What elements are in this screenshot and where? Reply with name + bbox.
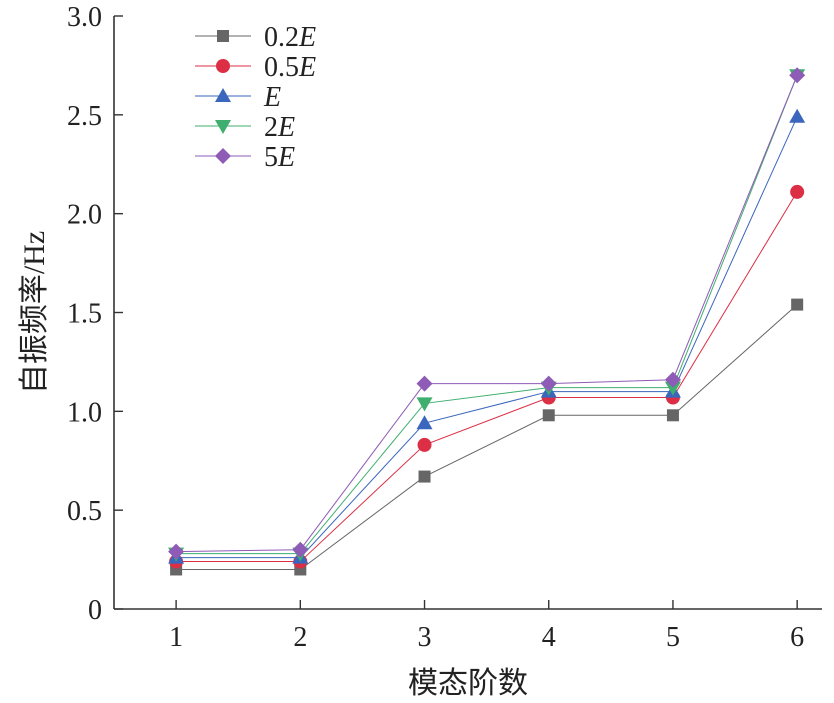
- series-layer: [168, 67, 806, 576]
- legend-entry: 0.2E: [195, 22, 316, 53]
- y-tick-label: 0: [88, 595, 102, 626]
- series-line: [176, 75, 798, 555]
- legend-label-number: 0.2: [264, 22, 299, 53]
- data-point: [664, 381, 681, 396]
- legend-label-symbol: E: [263, 82, 281, 113]
- legend-entry: 2E: [195, 112, 295, 143]
- data-point: [542, 409, 555, 422]
- legend-label-symbol: E: [277, 142, 295, 173]
- y-tick-label: 1.0: [67, 397, 102, 428]
- legend-label-symbol: E: [298, 52, 316, 83]
- legend-label: 0.2E: [264, 22, 316, 53]
- legend-marker: [215, 148, 231, 164]
- y-tick-label: 1.5: [67, 299, 102, 330]
- x-tick-label: 5: [666, 622, 680, 653]
- legend-label-number: 0.5: [264, 52, 299, 83]
- y-tick-label: 2.5: [67, 101, 102, 132]
- series-0: [170, 298, 804, 576]
- series-line: [176, 116, 798, 559]
- data-point: [292, 541, 309, 558]
- legend-marker: [217, 30, 229, 42]
- y-tick-label: 2.0: [67, 200, 102, 231]
- legend-label: E: [263, 82, 281, 113]
- legend-entry: 0.5E: [195, 52, 316, 83]
- x-tick-label: 2: [293, 622, 307, 653]
- x-tick-label: 3: [418, 622, 432, 653]
- series-1: [169, 184, 805, 569]
- data-point: [168, 543, 185, 560]
- y-axis-label: 自振频率/Hz: [18, 231, 51, 394]
- legend-label-number: 5: [264, 142, 278, 173]
- data-point: [417, 437, 432, 452]
- legend-label: 2E: [264, 112, 295, 143]
- data-point: [418, 470, 431, 483]
- data-point: [416, 397, 433, 412]
- x-tick-label: 6: [790, 622, 804, 653]
- x-tick-label: 4: [542, 622, 556, 653]
- series-line: [176, 75, 798, 553]
- data-point: [789, 67, 806, 84]
- axes: 0 0.5 1.0 1.5 2.0 2.5 3.0 1 2 3 4 5 6: [67, 2, 822, 653]
- legend-label-number: 2: [264, 112, 278, 143]
- data-point: [416, 375, 433, 392]
- legend-entry: 5E: [195, 142, 295, 173]
- data-point: [540, 375, 557, 392]
- series-4: [168, 67, 806, 560]
- legend-label-symbol: E: [298, 22, 316, 53]
- y-tick-label: 3.0: [67, 2, 102, 33]
- legend-label-symbol: E: [277, 112, 295, 143]
- series-line: [176, 191, 798, 563]
- y-tick-label: 0.5: [67, 496, 102, 527]
- legend-marker: [215, 88, 231, 102]
- data-point: [416, 415, 433, 430]
- legend-label: 5E: [264, 142, 295, 173]
- x-tick-label: 1: [169, 622, 183, 653]
- legend-label: 0.5E: [264, 52, 316, 83]
- legend-entry: E: [195, 82, 281, 113]
- data-point: [664, 371, 681, 388]
- data-point: [791, 298, 804, 311]
- data-point: [790, 184, 805, 199]
- legend-marker: [215, 120, 231, 134]
- legend-marker: [216, 59, 230, 73]
- series-line: [176, 304, 798, 570]
- data-point: [789, 108, 806, 123]
- data-point: [666, 409, 679, 422]
- x-axis-label: 模态阶数: [408, 667, 528, 700]
